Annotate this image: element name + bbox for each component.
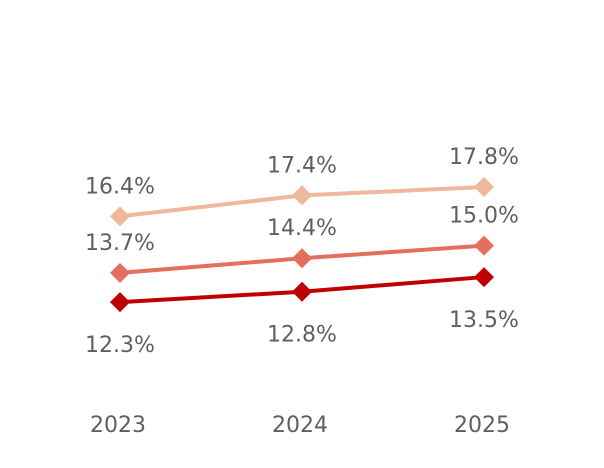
data-label: 13.5% xyxy=(449,308,519,333)
data-point-marker xyxy=(292,281,312,302)
series-0: 16.4% 17.4% 17.8% xyxy=(85,145,519,227)
data-point-marker xyxy=(474,177,494,198)
data-point-marker xyxy=(110,292,130,313)
x-axis-tick-labels: 2023 2024 2025 xyxy=(90,413,510,438)
plot-area: 16.4% 17.4% 17.8% 13.7% 14.4% 15.0% 12.3% 12.8%… xyxy=(85,145,519,358)
data-label: 17.4% xyxy=(267,153,337,178)
series-1: 13.7% 14.4% 15.0% xyxy=(85,204,519,283)
x-tick-label-2025: 2025 xyxy=(454,413,510,438)
data-label: 16.4% xyxy=(85,174,155,199)
data-label: 13.7% xyxy=(85,231,155,256)
x-tick-label-2023: 2023 xyxy=(90,413,146,438)
data-point-marker xyxy=(292,185,312,206)
series-2: 12.3% 12.8% 13.5% xyxy=(85,267,519,358)
data-label: 12.8% xyxy=(267,323,337,348)
data-point-marker xyxy=(474,267,494,288)
data-label: 12.3% xyxy=(85,333,155,358)
data-point-marker xyxy=(110,262,130,283)
data-label: 14.4% xyxy=(267,216,337,241)
data-point-marker xyxy=(110,206,130,227)
data-point-marker xyxy=(474,235,494,256)
data-label: 15.0% xyxy=(449,204,519,229)
data-label: 17.8% xyxy=(449,145,519,170)
x-tick-label-2024: 2024 xyxy=(272,413,328,438)
data-point-marker xyxy=(292,248,312,269)
